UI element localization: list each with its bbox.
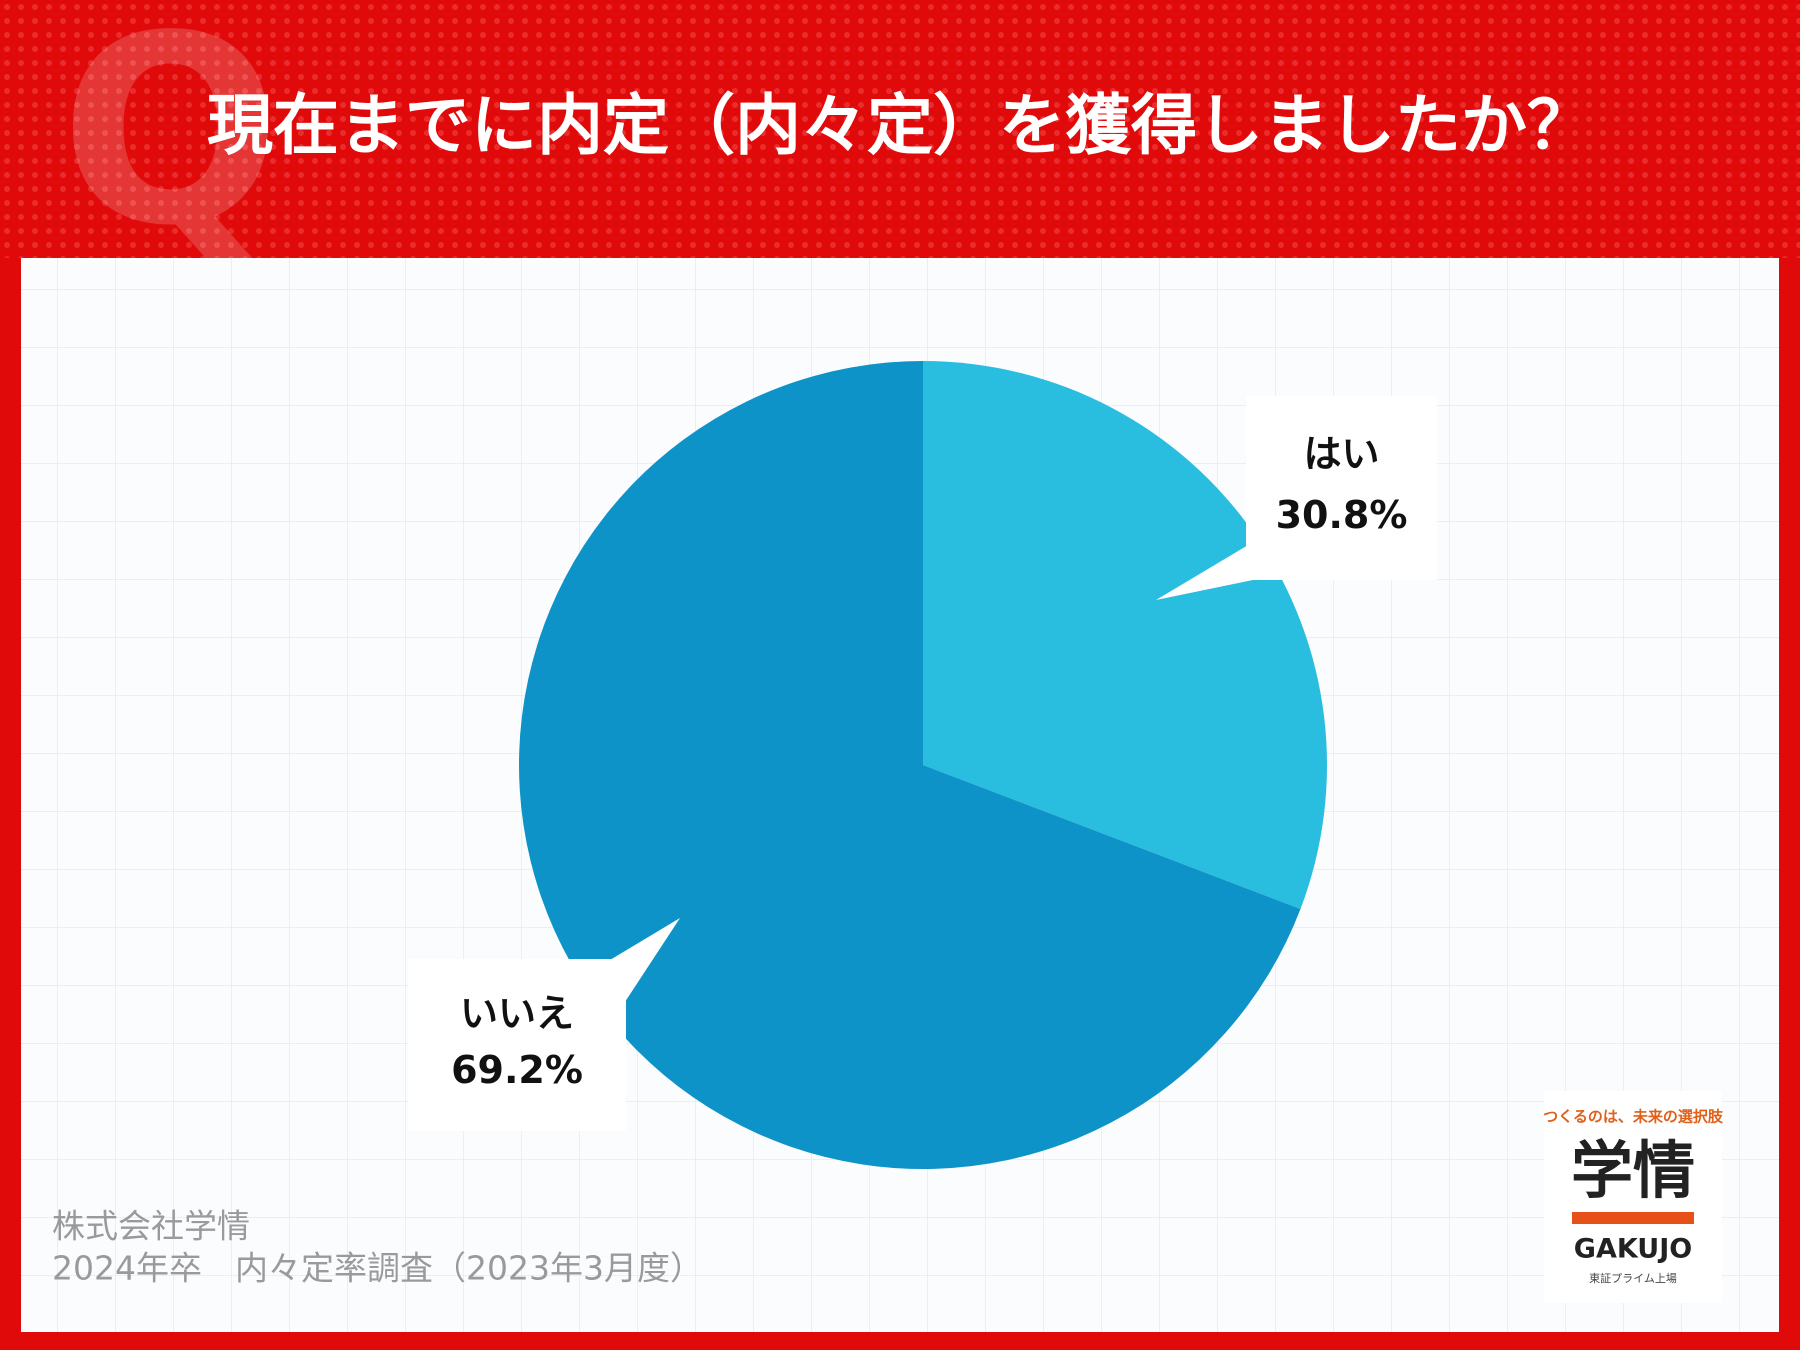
slice-label: はい	[1303, 432, 1379, 476]
logo-box	[1544, 1091, 1722, 1303]
logo-market: 東証プライム上場	[1589, 1272, 1677, 1285]
pie-slice	[923, 361, 1327, 909]
pie-slice	[518, 361, 1301, 1169]
logo-tagline: つくるのは、未来の選択肢	[1543, 1108, 1724, 1126]
background-dots	[0, 0, 1800, 258]
logo: つくるのは、未来の選択肢 学情 GAKUJO 東証プライム上場	[1543, 1091, 1724, 1303]
slice-label: いいえ	[460, 991, 574, 1035]
value-label: 69.2%	[451, 1048, 583, 1092]
q-mark: Q	[60, 0, 281, 283]
source-line: 株式会社学情	[52, 1207, 250, 1246]
source-line: 2024年卒 内々定率調査（2023年3月度）	[52, 1249, 703, 1288]
chart-title: 現在までに内定（内々定）を獲得しましたか？	[207, 87, 1593, 164]
callout-box	[1246, 396, 1437, 580]
callout-box	[408, 959, 626, 1131]
logo-bar	[1572, 1212, 1694, 1224]
value-label: 30.8%	[1276, 493, 1408, 537]
logo-roman: GAKUJO	[1574, 1234, 1692, 1265]
logo-name: 学情	[1571, 1134, 1695, 1207]
